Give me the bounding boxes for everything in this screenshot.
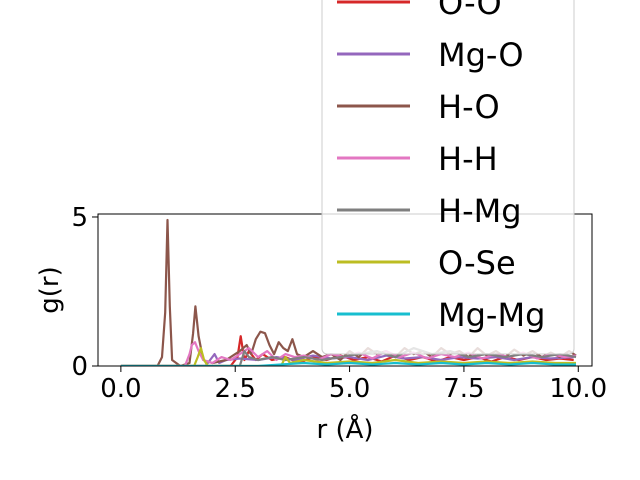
y-axis-ticks: 05 — [71, 203, 98, 382]
legend-label: H-O — [438, 88, 500, 126]
series-line-mg-o — [120, 353, 574, 366]
legend-label: H-Mg — [438, 192, 522, 230]
y-tick-label: 0 — [71, 352, 88, 382]
x-tick-label: 7.5 — [443, 374, 484, 404]
x-axis-ticks: 0.0 2.5 5.0 7.5 10.0 — [100, 366, 607, 404]
legend-entry: H-H — [337, 140, 498, 178]
legend-label: Mg-Mg — [438, 296, 545, 334]
series-line-o-se — [120, 347, 576, 366]
legend-entry: O-O — [337, 0, 502, 22]
x-tick-label: 0.0 — [100, 374, 141, 404]
y-axis-label: g(r) — [35, 266, 65, 313]
legend-entry: H-Mg — [337, 192, 522, 230]
x-tick-label: 10.0 — [549, 374, 607, 404]
legend-entry: Mg-O — [337, 36, 524, 74]
legend: O-O Mg-O H-O H-H H-Mg O-Se Mg-Mg — [321, 0, 575, 355]
legend-entry: O-Se — [337, 244, 516, 282]
legend-entry: Mg-Mg — [337, 296, 545, 334]
legend-entry: H-O — [337, 88, 500, 126]
x-tick-label: 5.0 — [329, 374, 370, 404]
legend-label: H-H — [438, 140, 498, 178]
y-tick-label: 5 — [71, 203, 88, 233]
series-line-mg-mg — [120, 361, 576, 366]
x-tick-label: 2.5 — [215, 374, 256, 404]
legend-frame — [321, 0, 575, 355]
legend-label: O-O — [438, 0, 502, 22]
x-axis-label: r (Å) — [316, 413, 373, 445]
legend-label: O-Se — [438, 244, 516, 282]
legend-label: Mg-O — [438, 36, 524, 74]
